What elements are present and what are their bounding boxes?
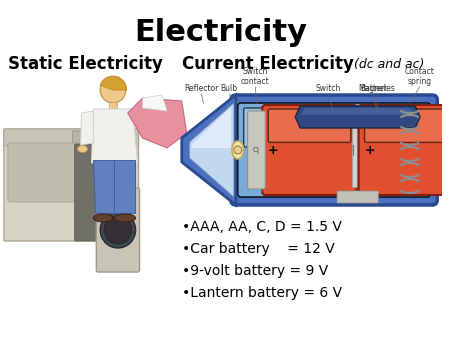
FancyBboxPatch shape [4,129,139,146]
Text: Magnet: Magnet [358,84,387,93]
Polygon shape [295,106,420,128]
Bar [109,102,117,110]
FancyBboxPatch shape [248,111,266,189]
FancyBboxPatch shape [359,105,450,195]
Text: (dc and ac): (dc and ac) [354,58,424,71]
Ellipse shape [114,214,135,222]
Bar [352,113,357,187]
Text: +: + [364,144,375,156]
FancyBboxPatch shape [244,108,422,147]
Polygon shape [150,95,167,115]
Text: Switch
contact: Switch contact [241,67,270,86]
Polygon shape [81,111,93,145]
FancyBboxPatch shape [231,95,437,205]
FancyBboxPatch shape [238,103,430,197]
FancyBboxPatch shape [96,188,140,272]
FancyBboxPatch shape [268,109,351,142]
Polygon shape [143,95,167,111]
Text: +: + [268,144,279,156]
Polygon shape [300,108,415,115]
FancyBboxPatch shape [262,105,357,195]
Polygon shape [192,107,231,148]
FancyBboxPatch shape [75,144,135,241]
Polygon shape [128,98,187,148]
Text: Switch: Switch [315,84,341,93]
Text: Contact
spring: Contact spring [405,67,435,86]
Bar [448,113,450,187]
Text: •Lantern battery = 6 V: •Lantern battery = 6 V [182,286,342,300]
Text: Bulb: Bulb [220,84,238,93]
Circle shape [104,216,132,244]
FancyBboxPatch shape [364,109,447,142]
Text: Reflector: Reflector [184,84,219,93]
Ellipse shape [78,145,87,152]
Circle shape [100,212,135,248]
Text: Current Electricity: Current Electricity [182,55,354,73]
FancyBboxPatch shape [337,191,378,203]
Polygon shape [133,98,157,111]
Text: •9-volt battery = 9 V: •9-volt battery = 9 V [182,264,328,278]
FancyBboxPatch shape [4,129,139,241]
Text: Static Electricity: Static Electricity [8,55,163,73]
Circle shape [234,146,242,154]
Ellipse shape [93,214,113,222]
Text: |: | [448,145,450,155]
Polygon shape [189,103,234,197]
Wedge shape [100,76,127,90]
Circle shape [94,171,102,179]
FancyBboxPatch shape [8,143,76,202]
Text: •AAA, AA, C, D = 1.5 V: •AAA, AA, C, D = 1.5 V [182,220,342,234]
Polygon shape [182,95,236,205]
Text: Batteries: Batteries [360,84,395,93]
Text: |: | [352,145,356,155]
FancyBboxPatch shape [73,131,129,143]
Polygon shape [91,109,138,163]
Circle shape [94,151,102,159]
Circle shape [94,191,102,199]
Polygon shape [93,160,135,213]
Text: C|: C| [253,146,260,153]
Text: Electricity: Electricity [135,18,308,47]
Ellipse shape [232,141,244,159]
Text: •Car battery    = 12 V: •Car battery = 12 V [182,242,334,256]
Circle shape [100,77,126,103]
